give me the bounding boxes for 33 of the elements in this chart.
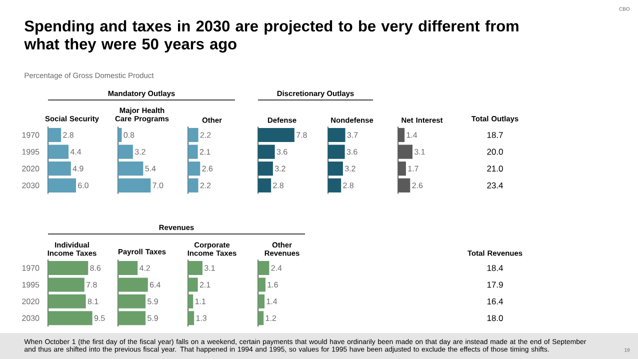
bar (118, 144, 133, 159)
bar (48, 278, 84, 292)
bar (188, 311, 194, 326)
bar (398, 178, 410, 192)
text: Spending and taxes in 2030 are projected to be very different from what they were 50 years ago (24, 20, 518, 53)
bar (118, 178, 151, 192)
text: 20.0 (487, 148, 503, 155)
bar (258, 162, 273, 176)
bar (48, 261, 88, 276)
bar (48, 178, 76, 192)
text: 23.4 (487, 182, 504, 188)
bar (398, 128, 405, 142)
bar (48, 144, 69, 159)
bar (258, 128, 294, 142)
bar (188, 261, 202, 276)
bar (398, 144, 412, 159)
bar (48, 128, 62, 142)
bar (48, 311, 92, 326)
bar (48, 162, 71, 176)
bar (188, 278, 198, 292)
bar (118, 128, 122, 142)
bar (48, 294, 86, 308)
bar (258, 144, 275, 159)
bar (258, 178, 272, 192)
text: 18.4 (487, 265, 504, 271)
bar (188, 294, 194, 308)
text: 17.9 (487, 282, 503, 288)
text: 18.0 (487, 315, 503, 322)
bar (398, 162, 406, 176)
bar (118, 162, 144, 176)
text: 18.7 (487, 132, 503, 138)
text: 21.0 (487, 166, 503, 172)
text: 16.4 (487, 298, 504, 304)
